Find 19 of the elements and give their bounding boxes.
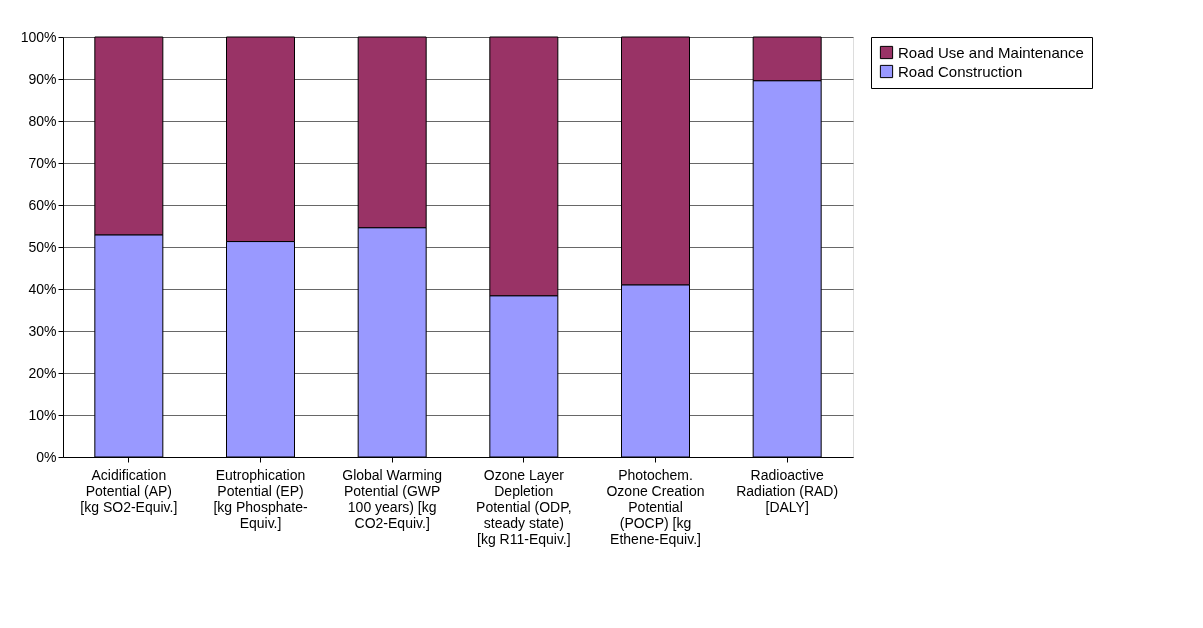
x-tick-label: Radioactive Radiation (RAD) [DALY] (736, 466, 839, 515)
x-tick-label: Eutrophication Potential (EP) [kg Phosphate-Equiv.] (213, 466, 308, 531)
y-tick-label: 80% (28, 112, 57, 129)
y-tick-label: 50% (28, 238, 57, 255)
y-tick-label: 10% (28, 406, 57, 423)
y-tick-label: 30% (28, 322, 57, 339)
x-tick-label: Global Warming Potential (GWP 100 years) [kg CO2-Equiv.] (342, 466, 443, 531)
x-tick-label: Acidification Potential (AP) [kg SO2-Equiv.] (80, 466, 178, 515)
y-tick-label: 40% (28, 280, 57, 297)
y-tick-label: 100% (20, 28, 57, 45)
y-tick-label: 60% (28, 196, 57, 213)
x-tick-label: Photochem. Ozone Creation Potential (POCP) [kg Ethene-Equiv.] (606, 466, 705, 547)
legend-label: Road Construction (898, 62, 1023, 80)
y-tick-label: 20% (28, 364, 57, 381)
x-tick-label: Ozone Layer Depletion Potential (ODP, steady state) [kg R11-Equiv.] (476, 466, 572, 547)
y-tick-label: 90% (28, 70, 57, 87)
y-tick-label: 70% (28, 154, 57, 171)
y-tick-label: 0% (36, 448, 57, 465)
legend-label: Road Use and Maintenance (898, 43, 1084, 61)
